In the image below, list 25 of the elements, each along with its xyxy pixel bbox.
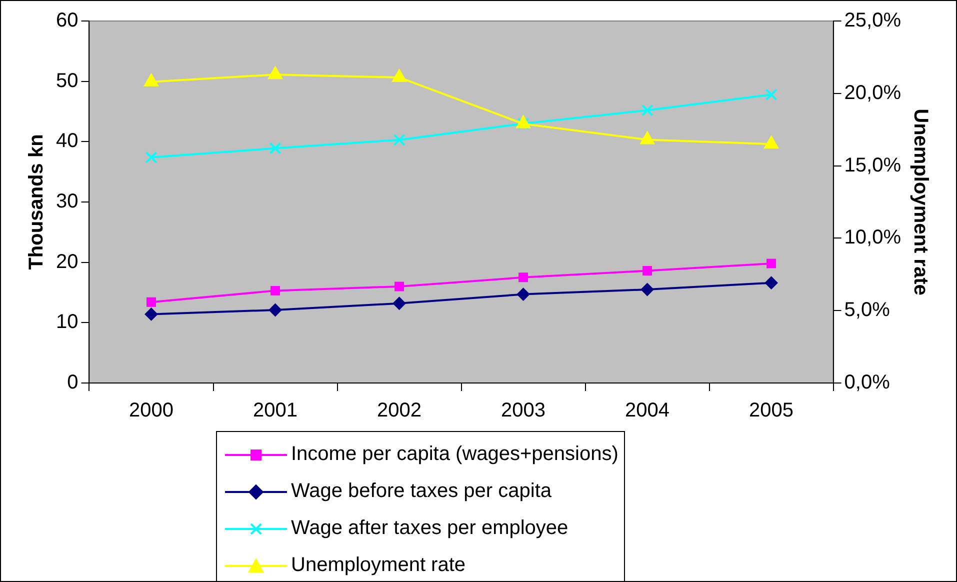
x-tick-label: 2000 [129,400,174,422]
legend-label: Unemployment rate [291,554,466,577]
x-tick-label: 2004 [625,400,670,422]
y-axis-title: Thousands kn [26,134,48,270]
y-tick-label: 10 [56,311,78,334]
legend-label: Wage before taxes per capita [291,480,552,503]
y-tick-label: 60 [56,10,78,32]
legend-label: Wage after taxes per employee [291,517,568,540]
legend-label: Income per capita (wages+pensions) [291,443,618,466]
y2-tick-label: 25,0% [844,10,902,32]
y-tick-label: 0 [67,372,78,394]
y-tick-label: 20 [56,250,78,273]
x-tick-label: 2001 [253,400,298,422]
x-tick-label: 2005 [749,400,794,422]
x-tick-label: 2003 [501,400,546,422]
y2-tick-label: 20,0% [844,82,902,104]
y2-tick-label: 15,0% [844,154,902,176]
y2-tick-label: 0,0% [844,372,890,394]
y-tick-label: 50 [56,70,78,92]
y2-tick-label: 10,0% [844,226,902,249]
y-tick-label: 40 [56,130,78,152]
y-tick-label: 30 [56,190,78,213]
x-tick-label: 2002 [377,400,422,422]
y2-axis-title: Unemployment rate [909,108,932,296]
y2-tick-label: 5,0% [844,299,890,322]
